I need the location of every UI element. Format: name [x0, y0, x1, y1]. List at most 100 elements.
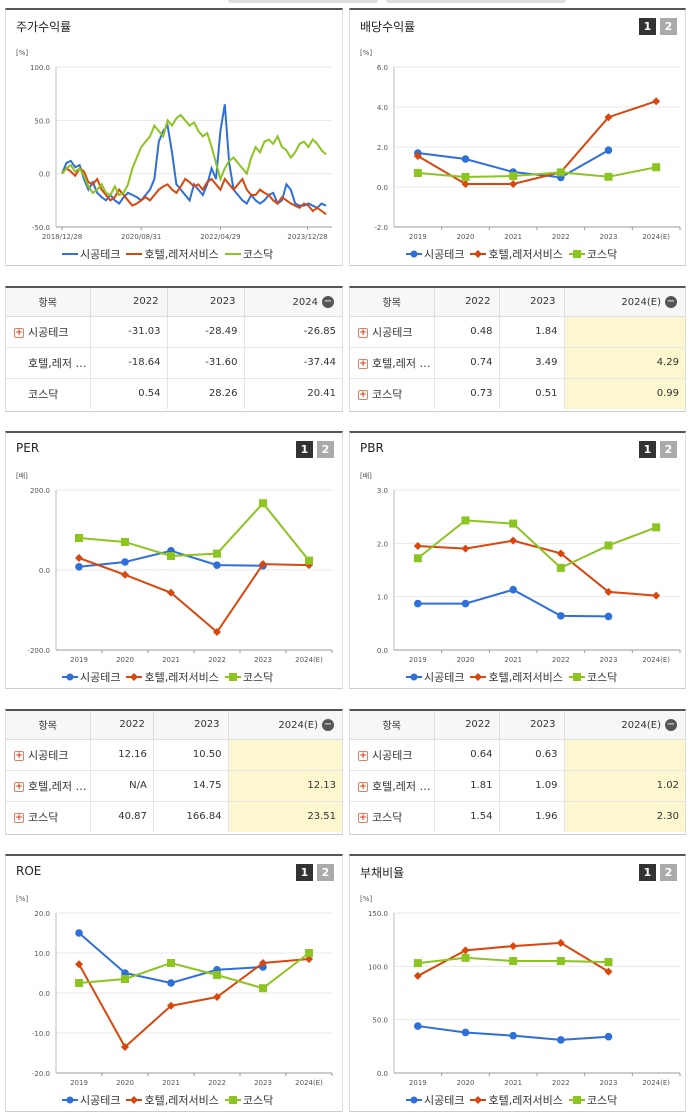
legend-item[interactable]: 시공테크 [406, 669, 464, 685]
data-point[interactable] [604, 172, 613, 181]
data-point[interactable] [509, 519, 518, 528]
data-point[interactable] [604, 612, 613, 621]
data-point[interactable] [556, 168, 565, 177]
legend-item[interactable]: 코스닥 [568, 246, 617, 262]
legend-item[interactable]: 코스닥 [568, 1092, 617, 1108]
data-point[interactable] [413, 971, 422, 980]
data-point[interactable] [259, 959, 267, 967]
data-point[interactable] [509, 536, 518, 545]
legend-item[interactable]: 호텔,레저서비스 [470, 246, 563, 262]
page-2-button[interactable]: 2 [317, 864, 334, 881]
legend-item[interactable]: 코스닥 [568, 669, 617, 685]
legend-item[interactable]: 호텔,레저서비스 [470, 669, 563, 685]
data-point[interactable] [557, 612, 565, 620]
data-point[interactable] [213, 993, 221, 1001]
legend-item[interactable]: 시공테크 [406, 246, 464, 262]
data-point[interactable] [604, 587, 613, 596]
page-1-button[interactable]: 1 [639, 864, 656, 881]
data-point[interactable] [414, 599, 422, 608]
data-point[interactable] [213, 549, 221, 558]
data-point[interactable] [461, 1028, 470, 1037]
data-point[interactable] [213, 561, 221, 569]
collapse-icon[interactable]: − [665, 718, 677, 731]
legend-item[interactable]: 시공테크 [406, 1092, 464, 1108]
collapse-icon[interactable]: − [322, 295, 334, 308]
data-point[interactable] [305, 556, 313, 565]
data-point[interactable] [259, 560, 267, 569]
expand-icon[interactable]: + [358, 812, 368, 823]
data-point[interactable] [604, 146, 613, 154]
data-point[interactable] [509, 1031, 517, 1040]
data-point[interactable] [305, 949, 313, 957]
data-point[interactable] [509, 180, 518, 188]
data-point[interactable] [259, 499, 267, 508]
data-point[interactable] [556, 549, 565, 558]
data-point[interactable] [509, 942, 518, 951]
data-point[interactable] [75, 554, 83, 562]
data-point[interactable] [461, 516, 470, 525]
data-point[interactable] [75, 929, 83, 937]
data-point[interactable] [461, 953, 470, 962]
data-point[interactable] [652, 523, 661, 532]
data-point[interactable] [121, 1043, 129, 1051]
data-point[interactable] [556, 938, 565, 947]
data-point[interactable] [167, 979, 175, 987]
expand-icon[interactable]: + [358, 781, 368, 792]
page-2-button[interactable]: 2 [660, 18, 677, 35]
data-point[interactable] [167, 588, 175, 597]
data-point[interactable] [461, 599, 470, 608]
expand-icon[interactable]: + [14, 750, 24, 761]
expand-icon[interactable]: + [358, 327, 368, 338]
legend-item[interactable]: 시공테크 [62, 1092, 120, 1108]
data-point[interactable] [121, 975, 129, 983]
data-point[interactable] [413, 169, 422, 177]
data-point[interactable] [259, 984, 267, 993]
data-point[interactable] [652, 163, 661, 172]
data-point[interactable] [121, 538, 129, 546]
data-point[interactable] [604, 967, 613, 976]
data-point[interactable] [652, 97, 661, 106]
data-point[interactable] [652, 591, 661, 600]
data-point[interactable] [121, 558, 129, 566]
data-point[interactable] [167, 1001, 175, 1010]
expand-icon[interactable]: + [14, 781, 24, 792]
data-point[interactable] [461, 946, 470, 955]
page-2-button[interactable]: 2 [317, 441, 334, 458]
data-point[interactable] [167, 552, 175, 560]
data-point[interactable] [509, 585, 517, 594]
expand-icon[interactable]: + [358, 358, 368, 369]
data-point[interactable] [461, 180, 470, 188]
page-2-button[interactable]: 2 [660, 864, 677, 881]
data-point[interactable] [461, 155, 470, 163]
data-point[interactable] [75, 534, 83, 542]
data-point[interactable] [461, 173, 470, 181]
collapse-icon[interactable]: − [322, 718, 334, 731]
data-point[interactable] [213, 628, 221, 636]
data-point[interactable] [413, 959, 422, 968]
data-point[interactable] [75, 563, 83, 571]
top-tab-strip[interactable] [228, 0, 378, 3]
expand-icon[interactable]: + [14, 812, 24, 823]
data-point[interactable] [461, 544, 470, 553]
data-point[interactable] [509, 957, 518, 965]
data-point[interactable] [604, 113, 613, 122]
expand-icon[interactable]: + [358, 389, 368, 400]
data-point[interactable] [121, 570, 129, 579]
data-point[interactable] [213, 971, 221, 979]
legend-item[interactable]: 코스닥 [224, 246, 273, 262]
data-point[interactable] [413, 152, 422, 160]
legend-item[interactable]: 시공테크 [62, 669, 120, 685]
legend-item[interactable]: 호텔,레저서비스 [470, 1092, 563, 1108]
legend-item[interactable]: 코스닥 [224, 669, 273, 685]
data-point[interactable] [167, 959, 175, 967]
data-point[interactable] [604, 1032, 613, 1041]
data-point[interactable] [413, 554, 422, 563]
collapse-icon[interactable]: − [665, 295, 677, 308]
legend-item[interactable]: 호텔,레저서비스 [126, 669, 219, 685]
legend-item[interactable]: 호텔,레저서비스 [126, 1092, 219, 1108]
expand-icon[interactable]: + [358, 750, 368, 761]
legend-item[interactable]: 시공테크 [62, 246, 120, 262]
page-1-button[interactable]: 1 [639, 18, 656, 35]
legend-item[interactable]: 코스닥 [224, 1092, 273, 1108]
data-point[interactable] [557, 1036, 565, 1044]
